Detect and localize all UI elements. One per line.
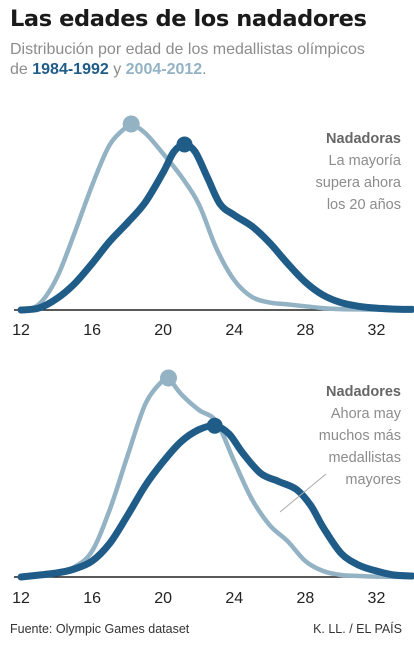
- chart-women-tick-label: 28: [296, 322, 314, 339]
- chart-men-tick-label: 20: [154, 590, 172, 607]
- chart-women-annotation-line: supera ahora: [316, 175, 402, 191]
- chart-women-series-2004-2012-peak-marker: [122, 115, 140, 133]
- chart-men-annotation-line: mayores: [345, 472, 401, 488]
- chart-men-annotation-line: medallistas: [328, 450, 401, 466]
- chart-men-series-2004-2012-line: [18, 374, 414, 580]
- chart-men-annotation-line: muchos más: [319, 428, 401, 444]
- chart-women-tick-label: 16: [83, 322, 101, 339]
- chart-men-tick-label: 24: [225, 590, 243, 607]
- chart-subtitle: Distribución por edad de los medallistas…: [10, 40, 370, 80]
- chart-women-annotation-line: los 20 años: [327, 197, 401, 213]
- chart-title: Las edades de los nadadores: [10, 6, 367, 32]
- chart-men-series-1984-1992-peak-marker: [206, 417, 223, 434]
- chart-women-tick-label: 24: [225, 322, 243, 339]
- subtitle-suffix: .: [202, 61, 207, 78]
- chart-men-tick-label: 32: [368, 590, 386, 607]
- chart-women-tick-label: 20: [154, 322, 172, 339]
- legend-period-2: 2004-2012: [125, 61, 203, 78]
- credit-note: K. LL. / EL PAÍS: [313, 622, 402, 636]
- chart-men-tick-label: 12: [12, 590, 30, 607]
- chart-men-series-2004-2012-peak-marker: [160, 369, 178, 387]
- chart-men-annotation-title: Nadadores: [326, 384, 401, 400]
- subtitle-prefix: Distribución por edad de los medallistas…: [10, 41, 365, 78]
- chart-women-series-1984-1992-line: [17, 141, 414, 314]
- subtitle-joiner: y: [108, 61, 126, 78]
- chart-women-series-1984-1992-peak-marker: [176, 136, 193, 153]
- chart-women-annotation-title: Nadadoras: [326, 131, 401, 147]
- chart-men-annotation-line: Ahora may: [331, 406, 402, 422]
- chart-men-tick-label: 16: [83, 590, 101, 607]
- chart-men-tick-label: 28: [296, 590, 314, 607]
- chart-women-series-2004-2012-line: [18, 120, 414, 313]
- chart-women-annotation-line: La mayoría: [328, 153, 401, 169]
- source-note: Fuente: Olympic Games dataset: [10, 622, 190, 636]
- chart-men-annotation-pointer: [279, 473, 327, 513]
- chart-women-tick-label: 12: [12, 322, 30, 339]
- legend-period-1: 1984-1992: [32, 61, 109, 78]
- chart-men-series-1984-1992-line: [17, 422, 414, 581]
- chart-women-tick-label: 32: [368, 322, 386, 339]
